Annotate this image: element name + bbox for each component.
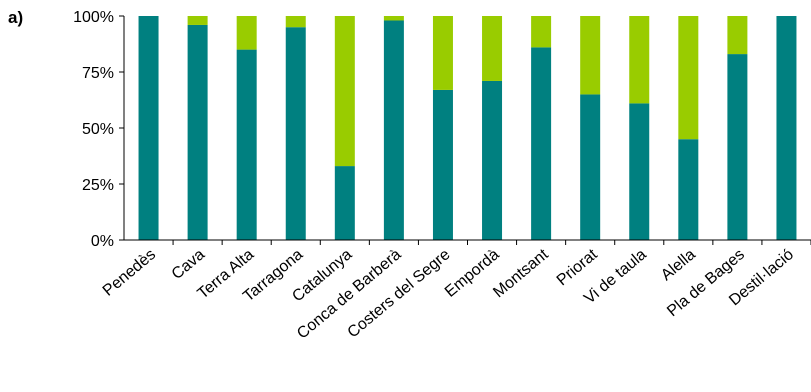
bar-segment-series-1-0 [138, 16, 159, 240]
y-tick-label: 75% [82, 65, 114, 82]
y-tick-label: 100% [73, 9, 114, 26]
y-axis-ticks: 0% 25% 50% 75% 100% [73, 9, 124, 250]
bar-segment-series-1-9 [580, 94, 601, 241]
bar-segment-series-1-4 [334, 166, 355, 240]
bar-segment-series-2-9 [580, 16, 601, 95]
bar-segment-series-1-13 [776, 16, 797, 240]
y-tick-label: 50% [82, 121, 114, 138]
bar-segment-series-2-4 [334, 16, 355, 167]
bar-segment-series-2-5 [383, 16, 404, 21]
bar-segment-series-2-11 [678, 16, 699, 140]
bar-segment-series-2-6 [432, 16, 453, 90]
bar-segment-series-1-11 [678, 139, 699, 240]
x-tick-label: Alella [658, 246, 699, 284]
y-tick-label: 25% [82, 177, 114, 194]
panel-label: a) [8, 8, 24, 27]
bar-segment-series-2-12 [727, 16, 748, 55]
bar-segment-series-1-10 [629, 103, 650, 240]
y-tick-label: 0% [91, 233, 114, 250]
bar-segment-series-1-6 [432, 89, 453, 240]
bar-segment-series-1-12 [727, 54, 748, 240]
bar-segment-series-1-5 [383, 20, 404, 241]
bar-segment-series-2-1 [187, 16, 208, 25]
x-tick-label: Montsant [490, 246, 552, 302]
bar-segment-series-1-8 [531, 47, 552, 240]
bar-segment-series-2-7 [482, 16, 503, 81]
bar-segment-series-2-2 [236, 16, 257, 50]
x-tick-label: Cava [169, 246, 209, 283]
bar-segment-series-2-3 [285, 16, 306, 28]
bars-layer [138, 16, 797, 241]
bar-segment-series-2-8 [531, 16, 552, 48]
x-tick-label: Penedès [100, 246, 159, 300]
bar-segment-series-1-2 [236, 49, 257, 240]
bar-segment-series-2-10 [629, 16, 650, 104]
bar-segment-series-1-7 [482, 80, 503, 241]
bar-segment-series-1-3 [285, 27, 306, 241]
bar-segment-series-1-1 [187, 24, 208, 241]
